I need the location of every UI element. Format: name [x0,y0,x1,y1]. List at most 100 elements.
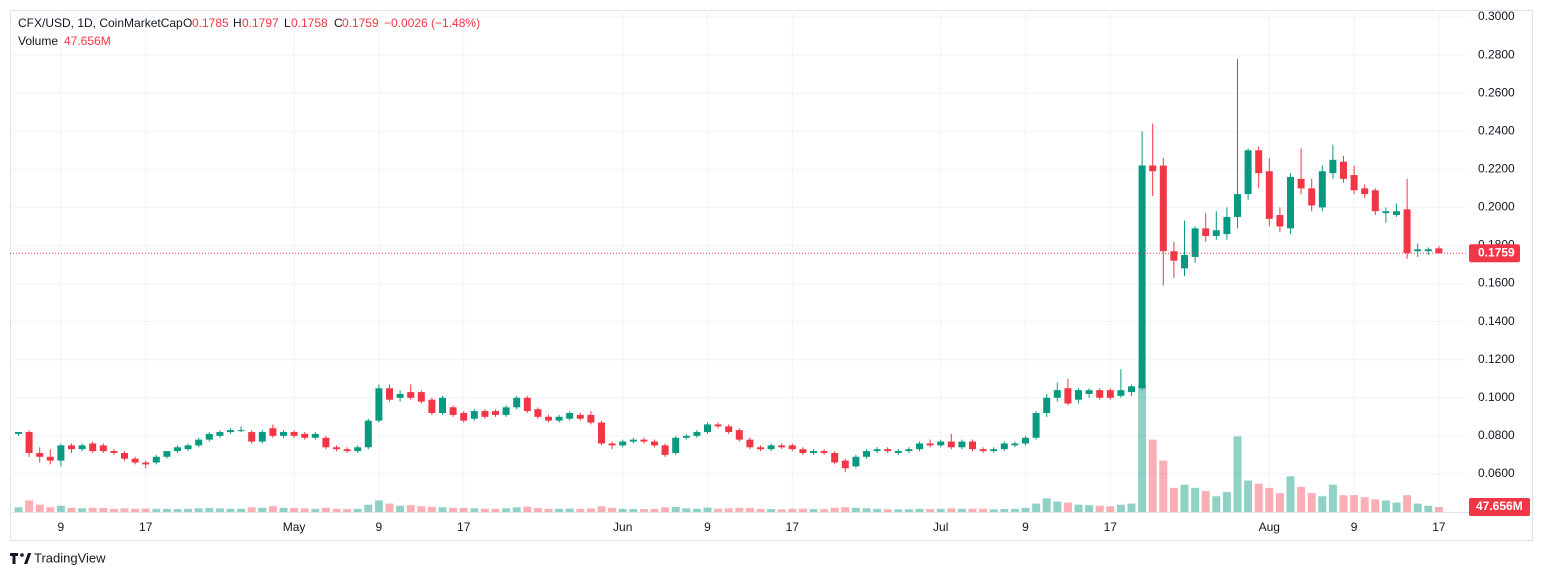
y-tick-label: 0.3000 [1478,9,1515,23]
volume-bar [735,507,744,512]
candle-body [280,432,287,436]
candle-body [1128,386,1135,393]
volume-bar [1021,507,1030,512]
volume-bar [1434,506,1443,512]
candle-body [587,414,595,423]
volume-bar [385,503,394,512]
volume-bar [502,508,511,512]
candle-body [121,452,128,459]
candle-body [1149,165,1157,172]
volume-bar [1360,497,1369,512]
volume-bar [1191,487,1200,512]
volume-bar [915,508,924,512]
volume-bar [109,508,118,512]
candle-body [1000,443,1008,450]
volume-bar [162,508,171,512]
candle-body [1287,176,1294,229]
volume-bar [894,509,903,512]
volume-bar [1063,502,1072,512]
candle-body [333,447,340,450]
volume-bar [152,508,161,512]
candle-body [1159,165,1167,252]
volume-bar [459,508,468,512]
candle-body [131,458,139,463]
candle-body [640,439,648,442]
volume-bar [544,508,553,512]
candle-body [651,441,658,446]
volume-bar [798,508,807,512]
candle-body [1191,228,1199,257]
volume-bar [576,508,585,512]
candle-body [269,428,277,436]
volume-bar [777,509,786,512]
volume-bar [1212,496,1221,512]
candle-body [894,451,902,453]
candle-body [1223,216,1231,235]
candle-body [237,430,245,432]
candle-body [417,392,425,402]
candle-body [439,397,446,414]
volume-bar [311,508,320,512]
volume-bar [1392,502,1401,512]
volume-bar [565,508,574,512]
candle-body [916,443,923,450]
volume-bar [290,508,299,512]
candle-body [523,397,531,412]
x-tick-label: 9 [1351,520,1358,534]
candle-body [735,430,743,440]
volume-bar [1222,492,1231,512]
y-tick-label: 0.1400 [1478,314,1515,328]
volume-bar [131,508,140,512]
volume-bar [1148,439,1157,512]
volume-bar [1138,385,1147,512]
candle-body [852,456,860,467]
candle-body [1106,390,1114,398]
candle-body [725,426,733,433]
volume-bar [767,509,776,512]
last-price-label: 0.1759 [1478,245,1515,259]
volume-bar [1042,498,1051,512]
volume-bar [491,508,500,512]
candle-body [142,462,150,465]
volume-bar [830,507,839,512]
candle-body [863,451,870,457]
volume-bar [406,505,415,512]
volume-bar [1074,504,1083,512]
x-tick-label: 17 [1432,520,1446,534]
candle-body [396,393,404,398]
y-tick-label: 0.2000 [1478,200,1515,214]
candle-body [152,456,160,463]
volume-bar [353,508,362,512]
volume-bar [851,507,860,512]
volume-bar [1233,436,1242,512]
volume-bar [661,507,670,512]
volume-bar [1127,503,1136,512]
volume-bar [1010,508,1019,512]
volume-bar [343,509,352,512]
volume-bar [99,508,108,512]
volume-bar [438,507,447,512]
volume-bar [703,507,712,512]
candle-body [15,432,22,434]
volume-bar [639,509,648,512]
volume-value: 47.656M [64,34,111,48]
candle-body [248,432,256,442]
volume-bar [1169,487,1178,512]
candle-body [1075,390,1082,400]
ohlc-value: 0.1797 [242,16,279,30]
candle-body [258,432,266,442]
candle-body [174,447,181,452]
volume-bar [1032,503,1041,512]
x-tick-label: 9 [1022,520,1029,534]
candle-body [1011,443,1019,446]
volume-bar [1053,501,1062,512]
candle-body [25,432,33,453]
ohlc-name: C [334,16,343,30]
y-tick-label: 0.2400 [1478,123,1515,137]
candle-body [1308,188,1316,206]
volume-bar [364,504,373,512]
candle-body [926,443,934,446]
candle-body [89,443,97,452]
volume-bar [417,506,426,512]
